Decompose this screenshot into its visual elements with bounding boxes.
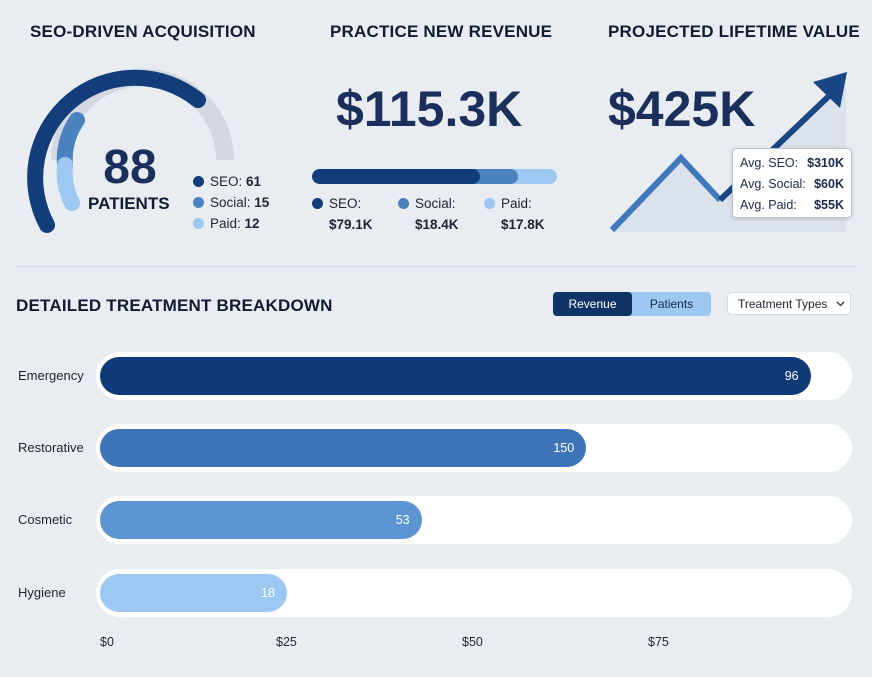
tooltip-seo: Avg. SEO: $310K: [740, 156, 844, 170]
bar-cosmetic[interactable]: 53: [100, 501, 422, 539]
acquisition-legend: SEO: 61 Social: 15 Paid: 12: [193, 171, 269, 234]
revenue-legend: SEO: $79.1K Social: $18.4K Paid: $17.8K: [312, 193, 570, 235]
legend-seo: SEO: 61: [193, 171, 269, 192]
bar-value-label: 18: [261, 586, 275, 600]
bar-value-label: 96: [784, 369, 799, 383]
bar-label-restorative: Restorative: [18, 440, 84, 455]
chevron-down-icon: [836, 301, 845, 306]
tooltip-paid: Avg. Paid: $55K: [740, 198, 844, 212]
breakdown-title: DETAILED TREATMENT BREAKDOWN: [16, 296, 333, 315]
x-tick-label: $50: [462, 635, 483, 649]
bar-restorative[interactable]: 150: [100, 429, 587, 467]
seo-dot-icon: [312, 198, 323, 209]
treatment-types-dropdown[interactable]: Treatment Types: [727, 292, 851, 315]
legend-social: Social: 15: [193, 192, 269, 213]
bar-track: 150: [96, 424, 852, 472]
section-divider: [14, 266, 858, 267]
bar-value-label: 53: [395, 513, 410, 527]
x-tick-label: $0: [100, 635, 114, 649]
revenue-total: $115.3K: [336, 81, 523, 137]
bar-emergency[interactable]: 96: [100, 357, 811, 395]
bar-hygiene[interactable]: 18: [100, 574, 287, 612]
x-tick-label: $25: [276, 635, 297, 649]
toggle-patients[interactable]: Patients: [649, 297, 694, 311]
bar-track: 18: [96, 569, 852, 617]
gauge-paid-arc: [56, 157, 80, 211]
tooltip-social: Avg. Social: $60K: [740, 177, 844, 191]
trend-arrow-icon: [813, 72, 847, 108]
bar-label-emergency: Emergency: [18, 368, 84, 383]
paid-dot-icon: [484, 198, 495, 209]
revenue-legend-seo: SEO: $79.1K: [312, 193, 398, 235]
bar-label-cosmetic: Cosmetic: [18, 512, 73, 527]
ltv-line-low: [609, 153, 723, 233]
patients-total: 88: [103, 141, 157, 194]
acquisition-title: SEO-DRIVEN ACQUISITION: [30, 22, 256, 41]
social-dot-icon: [193, 197, 204, 208]
seo-dot-icon: [193, 176, 204, 187]
bar-track: 53: [96, 496, 852, 544]
paid-dot-icon: [193, 218, 204, 229]
revenue-bar: [312, 169, 557, 184]
gauge-seo-arc: [27, 69, 206, 233]
revenue-legend-paid: Paid: $17.8K: [484, 193, 570, 235]
revenue-title: PRACTICE NEW REVENUE: [330, 22, 553, 41]
patients-unit: PATIENTS: [88, 194, 170, 213]
social-dot-icon: [398, 198, 409, 209]
bar-label-hygiene: Hygiene: [18, 585, 66, 600]
ltv-total: $425K: [608, 81, 756, 137]
dropdown-label: Treatment Types: [738, 296, 828, 311]
acquisition-gauge: [27, 68, 234, 233]
ltv-title: PROJECTED LIFETIME VALUE: [608, 22, 860, 41]
revenue-seo-segment: [312, 169, 480, 184]
legend-paid: Paid: 12: [193, 213, 269, 234]
revenue-legend-social: Social: $18.4K: [398, 193, 484, 235]
x-tick-label: $75: [648, 635, 669, 649]
metric-toggle: Revenue Patients: [553, 292, 711, 316]
bar-value-label: 150: [553, 441, 575, 455]
ltv-tooltip: Avg. SEO: $310K Avg. Social: $60K Avg. Pai…: [732, 148, 852, 218]
bar-track: 96: [96, 352, 852, 400]
toggle-revenue[interactable]: Revenue: [553, 292, 632, 316]
